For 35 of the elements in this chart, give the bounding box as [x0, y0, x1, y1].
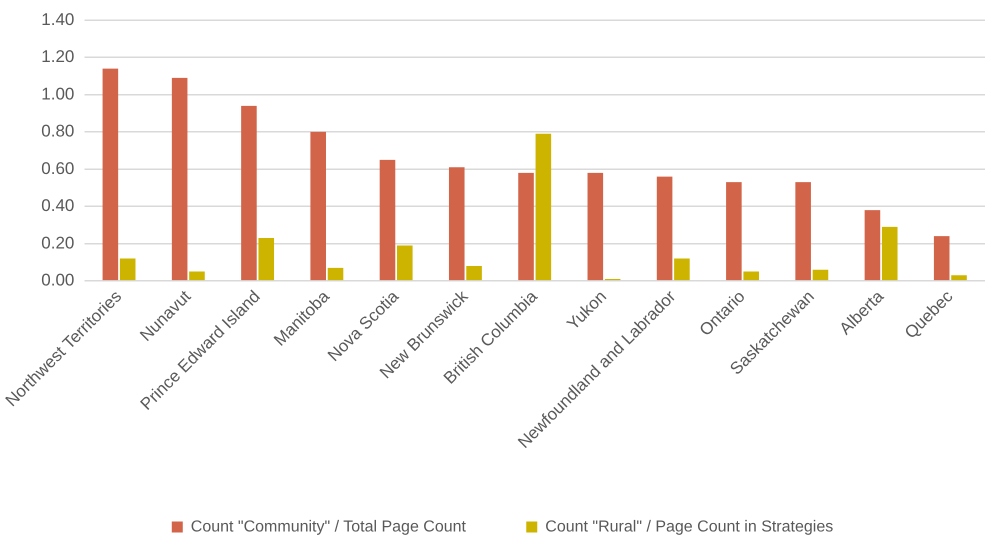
bar [656, 176, 672, 280]
legend-label: Count "Community" / Total Page Count [190, 518, 467, 536]
bar [189, 272, 205, 280]
bar [258, 238, 274, 280]
bar [951, 275, 967, 280]
y-tick-label: 1.00 [41, 84, 74, 104]
bar [380, 160, 396, 280]
bar [102, 68, 118, 280]
bar [328, 268, 344, 280]
legend-label: Count "Rural" / Page Count in Strategies [545, 518, 834, 536]
y-tick-label: 1.20 [41, 47, 74, 66]
bar [812, 270, 828, 280]
bar [882, 226, 898, 280]
y-tick-label: 0.40 [41, 196, 74, 216]
bar [397, 245, 413, 280]
bar [172, 78, 188, 280]
y-tick-label: 0.80 [41, 122, 74, 141]
bar [536, 134, 552, 280]
bar [934, 236, 950, 280]
bar [726, 182, 742, 280]
y-tick-label: 0.20 [41, 233, 74, 252]
bar [674, 258, 690, 280]
y-tick-label: 0.00 [41, 270, 74, 290]
bar [310, 132, 326, 280]
bar [588, 172, 604, 280]
bar [241, 106, 257, 280]
bar [864, 210, 880, 280]
bar [466, 266, 482, 280]
bar [743, 272, 759, 280]
bar [518, 172, 534, 280]
bar [448, 167, 465, 280]
bar [120, 258, 136, 280]
y-tick-label: 1.40 [41, 10, 74, 29]
bar [795, 182, 811, 280]
y-tick-label: 0.60 [41, 158, 74, 178]
